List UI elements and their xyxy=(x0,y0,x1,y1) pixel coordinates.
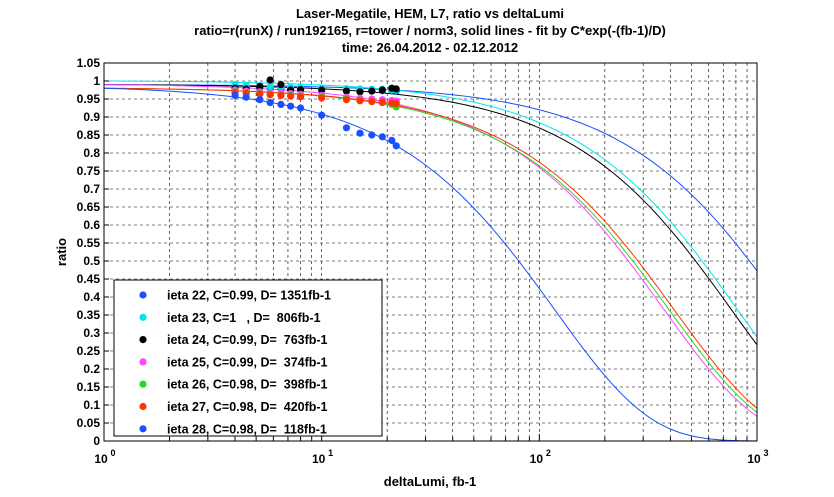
data-point xyxy=(378,86,386,94)
data-point xyxy=(256,96,264,104)
data-point xyxy=(231,91,239,99)
data-point xyxy=(356,129,364,137)
fit-curve xyxy=(103,80,758,338)
data-point xyxy=(342,87,351,95)
data-point xyxy=(368,87,376,95)
data-point xyxy=(318,86,326,94)
legend-entry: ieta 28, C=0.98, D= 118fb-1 xyxy=(167,422,327,436)
legend-marker xyxy=(139,380,147,388)
y-tick-label: 0.1 xyxy=(83,398,100,412)
chart-title: Laser-Megatile, HEM, L7, ratio vs deltaL… xyxy=(296,6,564,21)
data-point xyxy=(392,85,400,93)
legend-marker xyxy=(139,336,147,344)
fit-curve xyxy=(103,87,758,409)
x-tick-label-base: 10 xyxy=(530,452,544,466)
y-tick-label: 0.15 xyxy=(77,380,101,394)
data-point xyxy=(266,99,274,107)
data-point xyxy=(266,91,274,99)
data-point xyxy=(392,142,400,150)
y-axis-ticks: 0 0.05 0.1 0.15 0.2 0.25 0.3 0.35 0.4 0.45 0.5 0.55… xyxy=(77,56,109,448)
y-tick-label: 0.3 xyxy=(83,326,100,340)
data-point xyxy=(368,97,376,106)
chart-time-range: time: 26.04.2012 - 02.12.2012 xyxy=(342,40,518,55)
data-point xyxy=(392,100,400,108)
legend-entry: ieta 24, C=0.99, D= 763fb-1 xyxy=(167,333,328,347)
legend-entry: ieta 26, C=0.98, D= 398fb-1 xyxy=(167,378,328,392)
fit-curve xyxy=(103,87,758,442)
legend-marker xyxy=(139,425,147,433)
y-tick-label: 0 xyxy=(93,434,100,448)
legend-entry: ieta 23, C=1 , D= 806fb-1 xyxy=(167,311,321,325)
data-point xyxy=(266,82,274,90)
y-tick-label: 0.4 xyxy=(83,290,100,304)
legend-marker xyxy=(139,402,147,411)
data-point xyxy=(388,136,396,144)
y-tick-label: 0.45 xyxy=(77,272,101,286)
x-tick-label-base: 10 xyxy=(312,452,326,466)
data-point xyxy=(296,104,305,112)
y-tick-label: 0.95 xyxy=(77,92,101,106)
y-tick-label: 0.65 xyxy=(77,200,101,214)
y-tick-label: 1.05 xyxy=(77,56,101,70)
data-point xyxy=(342,96,351,104)
data-point xyxy=(356,88,364,96)
data-point xyxy=(277,100,285,108)
data-point xyxy=(287,102,295,110)
data-point xyxy=(256,82,264,90)
data-point xyxy=(378,133,386,141)
y-tick-label: 0.25 xyxy=(77,344,101,358)
y-tick-label: 0.85 xyxy=(77,128,101,142)
data-point xyxy=(287,92,295,100)
data-point xyxy=(277,91,285,99)
data-point xyxy=(318,111,326,119)
x-tick-label-exp: 0 xyxy=(110,448,115,458)
data-point xyxy=(318,94,326,102)
x-axis-label: deltaLumi, fb-1 xyxy=(384,474,476,489)
y-tick-label: 0.55 xyxy=(77,236,101,250)
x-axis-ticks: 10 0 10 1 10 2 10 3 xyxy=(94,434,769,466)
data-point xyxy=(378,98,386,106)
legend-entry: ieta 22, C=0.99, D= 1351fb-1 xyxy=(167,289,331,303)
data-point xyxy=(266,76,274,84)
y-tick-label: 0.5 xyxy=(83,254,100,268)
legend-entry: ieta 27, C=0.98, D= 420fb-1 xyxy=(167,400,328,414)
y-tick-label: 1 xyxy=(93,74,100,88)
legend-box xyxy=(113,279,383,437)
y-tick-label: 0.9 xyxy=(83,110,100,124)
y-tick-label: 0.05 xyxy=(77,416,101,430)
y-tick-label: 0.35 xyxy=(77,308,101,322)
x-tick-label-base: 10 xyxy=(94,452,108,466)
data-point xyxy=(256,90,264,98)
y-tick-label: 0.7 xyxy=(83,182,100,196)
y-tick-label: 0.8 xyxy=(83,146,100,160)
y-tick-label: 0.2 xyxy=(83,362,100,376)
legend: ieta 22, C=0.99, D= 1351fb-1 ieta 23, C=1… xyxy=(113,279,383,437)
data-point xyxy=(277,81,285,89)
data-point xyxy=(368,131,376,139)
plot-frame xyxy=(103,62,758,442)
y-tick-label: 0.6 xyxy=(83,218,100,232)
legend-marker xyxy=(139,291,147,299)
data-point xyxy=(242,93,250,101)
x-tick-label-exp: 3 xyxy=(763,448,768,458)
chart-subtitle: ratio=r(runX) / run192165, r=tower / nor… xyxy=(194,23,666,38)
fit-curve xyxy=(103,84,758,346)
y-axis-label: ratio xyxy=(54,238,69,266)
data-point xyxy=(356,97,364,105)
data-points xyxy=(231,76,400,150)
x-tick-label-base: 10 xyxy=(747,452,761,466)
legend-marker xyxy=(139,358,147,366)
y-tick-label: 0.75 xyxy=(77,164,101,178)
data-point xyxy=(296,93,305,101)
x-tick-label-exp: 2 xyxy=(546,448,551,458)
legend-marker xyxy=(139,313,147,321)
data-point xyxy=(342,124,351,132)
fit-curves xyxy=(103,80,758,442)
legend-entry: ieta 25, C=0.99, D= 374fb-1 xyxy=(167,355,328,369)
x-tick-label-exp: 1 xyxy=(328,448,333,458)
